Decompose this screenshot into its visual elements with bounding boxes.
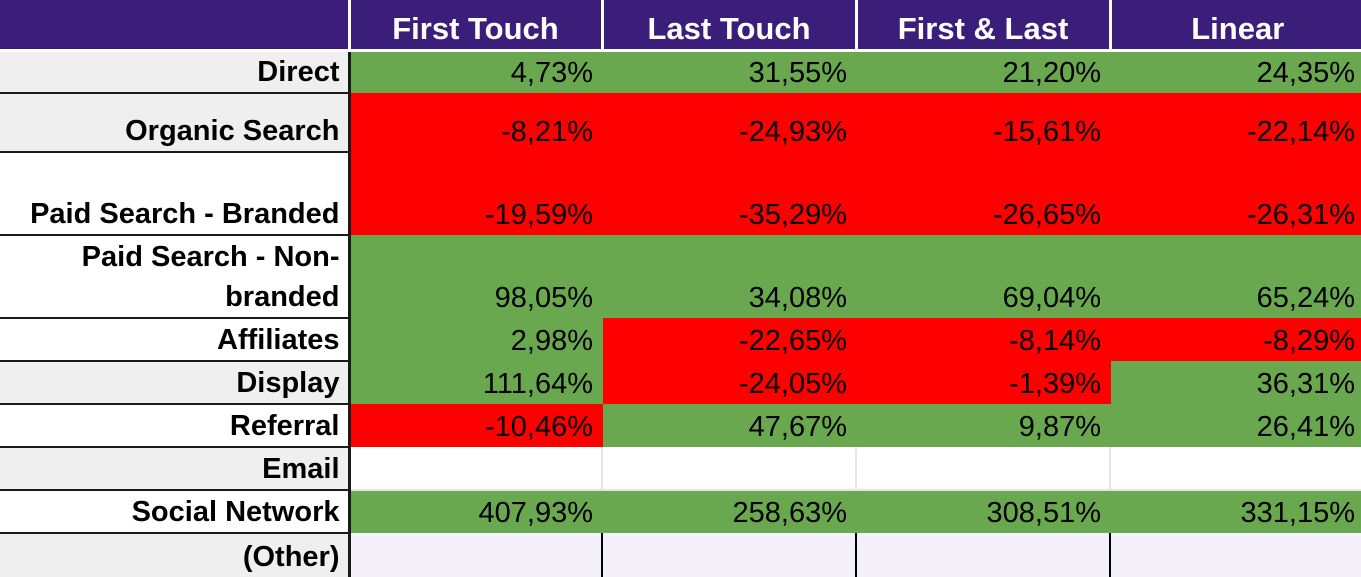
row-label: Referral bbox=[0, 404, 351, 448]
data-cell: -8,29% bbox=[1110, 318, 1361, 361]
data-cell: 308,51% bbox=[856, 490, 1111, 533]
data-cell: -19,59% bbox=[349, 152, 603, 235]
column-header-linear: Linear bbox=[1110, 0, 1361, 52]
data-cell: 47,67% bbox=[602, 404, 857, 447]
data-cell: 24,35% bbox=[1110, 50, 1361, 93]
data-cell: -22,65% bbox=[602, 318, 857, 361]
row-label: Paid Search - Non-branded bbox=[0, 235, 351, 319]
row-label: Organic Search bbox=[0, 93, 351, 153]
table-row: Organic Search -8,21% -24,93% -15,61% -2… bbox=[0, 93, 1361, 153]
table-row: Paid Search - Branded -19,59% -35,29% -2… bbox=[0, 152, 1361, 236]
row-label: Direct bbox=[0, 50, 351, 94]
data-cell: -15,61% bbox=[856, 93, 1111, 152]
data-cell: -8,21% bbox=[349, 93, 603, 152]
data-cell: 31,55% bbox=[602, 50, 857, 93]
data-cell bbox=[856, 447, 1111, 491]
row-label: Display bbox=[0, 361, 351, 405]
data-cell: -35,29% bbox=[602, 152, 857, 235]
data-cell: -26,65% bbox=[856, 152, 1111, 235]
table-row: Display 111,64% -24,05% -1,39% 36,31% bbox=[0, 361, 1361, 405]
table-row: (Other) bbox=[0, 533, 1361, 577]
data-cell: -26,31% bbox=[1110, 152, 1361, 235]
table-row: Direct 4,73% 31,55% 21,20% 24,35% bbox=[0, 50, 1361, 94]
data-cell: 65,24% bbox=[1110, 235, 1361, 318]
column-header-last-touch: Last Touch bbox=[602, 0, 858, 52]
data-cell: 9,87% bbox=[856, 404, 1111, 447]
data-cell bbox=[349, 447, 603, 491]
column-header-first-touch: First Touch bbox=[349, 0, 604, 52]
data-cell bbox=[602, 447, 857, 491]
data-cell: 21,20% bbox=[856, 50, 1111, 93]
row-label: Email bbox=[0, 447, 351, 491]
table-row: Social Network 407,93% 258,63% 308,51% 3… bbox=[0, 490, 1361, 534]
data-cell: -22,14% bbox=[1110, 93, 1361, 152]
data-cell: -10,46% bbox=[349, 404, 603, 447]
data-cell: 111,64% bbox=[349, 361, 603, 404]
data-cell: -24,93% bbox=[602, 93, 857, 152]
data-cell: 69,04% bbox=[856, 235, 1111, 318]
data-cell: 98,05% bbox=[349, 235, 603, 318]
data-cell: 36,31% bbox=[1110, 361, 1361, 404]
table-row: Paid Search - Non-branded 98,05% 34,08% … bbox=[0, 235, 1361, 319]
data-cell: 2,98% bbox=[349, 318, 603, 361]
header-row: First Touch Last Touch First & Last Line… bbox=[0, 0, 1361, 52]
data-cell: -8,14% bbox=[856, 318, 1111, 361]
data-cell bbox=[1110, 533, 1361, 577]
data-cell: 258,63% bbox=[602, 490, 857, 533]
row-label: Social Network bbox=[0, 490, 351, 534]
data-cell: -24,05% bbox=[602, 361, 857, 404]
table-row: Referral -10,46% 47,67% 9,87% 26,41% bbox=[0, 404, 1361, 448]
data-cell bbox=[349, 533, 603, 577]
column-header-first-and-last: First & Last bbox=[856, 0, 1112, 52]
data-cell bbox=[1110, 447, 1361, 491]
row-label: (Other) bbox=[0, 533, 351, 577]
data-cell: 34,08% bbox=[602, 235, 857, 318]
corner-header-cell bbox=[0, 0, 351, 52]
table-row: Affiliates 2,98% -22,65% -8,14% -8,29% bbox=[0, 318, 1361, 362]
data-cell bbox=[856, 533, 1111, 577]
row-label: Paid Search - Branded bbox=[0, 152, 351, 236]
data-cell bbox=[602, 533, 857, 577]
data-cell: 407,93% bbox=[349, 490, 603, 533]
data-cell: -1,39% bbox=[856, 361, 1111, 404]
row-label: Affiliates bbox=[0, 318, 351, 362]
data-cell: 331,15% bbox=[1110, 490, 1361, 533]
table-row: Email bbox=[0, 447, 1361, 491]
data-cell: 26,41% bbox=[1110, 404, 1361, 447]
data-cell: 4,73% bbox=[349, 50, 603, 93]
